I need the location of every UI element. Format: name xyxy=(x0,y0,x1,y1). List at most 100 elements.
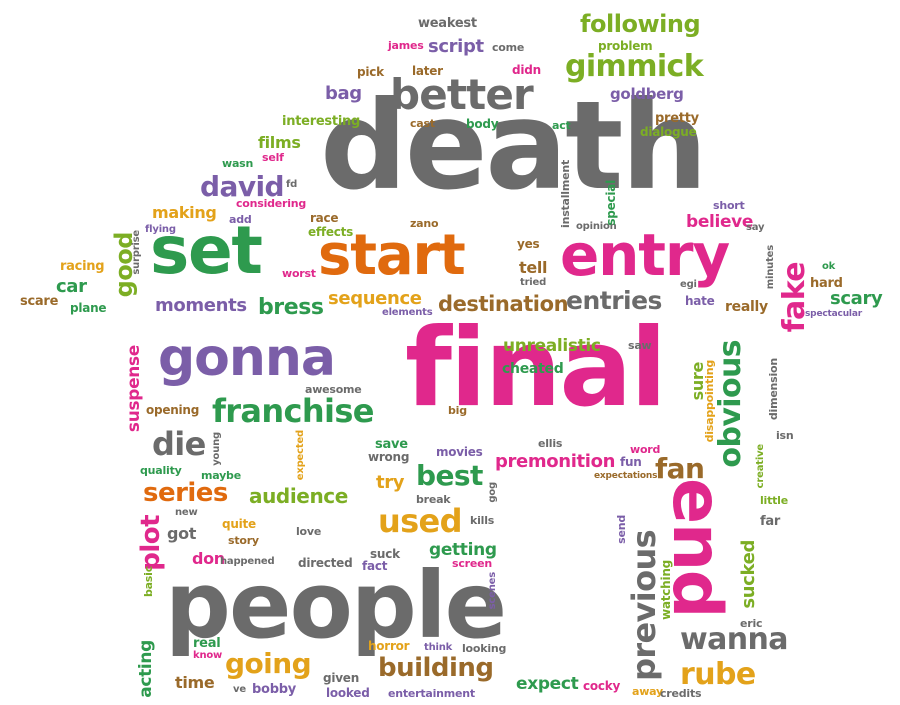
word-hard: hard xyxy=(810,276,843,291)
word-plane: plane xyxy=(70,301,107,315)
word-awesome: awesome xyxy=(305,383,362,396)
word-come: come xyxy=(492,41,525,54)
word-zano: zano xyxy=(410,217,439,230)
word-end: end xyxy=(657,478,736,618)
word-scary: scary xyxy=(830,288,883,309)
word-cast: cast xyxy=(410,117,435,130)
word-think: think xyxy=(424,642,453,653)
word-word: word xyxy=(630,443,661,456)
word-suck: suck xyxy=(370,547,400,561)
word-building: building xyxy=(378,653,494,683)
word-goldberg: goldberg xyxy=(610,85,684,103)
word-installment: installment xyxy=(559,160,572,228)
word-acting: acting xyxy=(136,640,156,698)
word-opening: opening xyxy=(146,403,200,417)
word-try: try xyxy=(376,472,405,493)
word-story: story xyxy=(228,534,259,547)
word-sequence: sequence xyxy=(328,288,422,309)
word-elements: elements xyxy=(382,307,433,318)
word-tell: tell xyxy=(519,258,548,277)
word-act: act xyxy=(552,119,571,132)
word-racing: racing xyxy=(60,259,105,274)
word-obvious: obvious xyxy=(713,340,748,468)
word-hate: hate xyxy=(685,294,715,308)
word-saw: saw xyxy=(628,339,652,352)
word-quality: quality xyxy=(140,464,182,477)
word-time: time xyxy=(175,673,215,692)
word-die: die xyxy=(152,425,206,463)
word-yes: yes xyxy=(517,237,540,251)
word-believe: believe xyxy=(686,212,754,232)
word-audience: audience xyxy=(249,484,348,508)
word-sucked: sucked xyxy=(738,540,759,609)
word-gimmick: gimmick xyxy=(565,49,704,84)
word-final: final xyxy=(405,306,667,431)
word-scare: scare xyxy=(20,294,59,309)
word-directed: directed xyxy=(298,556,353,570)
word-quite: quite xyxy=(222,517,256,531)
word-self: self xyxy=(262,151,284,164)
word-better: better xyxy=(390,70,534,119)
word-isn: isn xyxy=(776,429,794,442)
word-suspense: suspense xyxy=(124,345,144,433)
word-going: going xyxy=(225,647,312,680)
word-real: real xyxy=(193,636,221,651)
word-far: far xyxy=(760,514,781,529)
word-fact: fact xyxy=(362,559,388,573)
word-know: know xyxy=(193,650,223,661)
word-big: big xyxy=(448,404,467,417)
word-death: death xyxy=(320,75,708,217)
word-bress: bress xyxy=(258,295,324,320)
word-surprise: surprise xyxy=(131,230,142,275)
word-getting: getting xyxy=(429,540,497,560)
word-fun: fun xyxy=(620,455,642,469)
word-series: series xyxy=(143,478,228,508)
word-break: break xyxy=(416,493,451,506)
word-new: new xyxy=(175,507,198,518)
word-maybe: maybe xyxy=(201,469,241,482)
word-gog: gog xyxy=(487,482,498,503)
word-problem: problem xyxy=(598,39,653,53)
word-cheated: cheated xyxy=(502,361,564,377)
word-effects: effects xyxy=(308,225,354,239)
word-little: little xyxy=(760,494,788,507)
word-best: best xyxy=(416,459,483,492)
word-bag: bag xyxy=(325,83,362,104)
word-entry: entry xyxy=(560,221,730,289)
word-destination: destination xyxy=(438,292,569,316)
word-don: don xyxy=(192,549,225,568)
word-people: people xyxy=(165,552,507,659)
word-james: james xyxy=(388,39,424,52)
word-horror: horror xyxy=(368,639,410,653)
word-kills: kills xyxy=(470,514,495,527)
word-away: away xyxy=(632,685,663,698)
word-special: special xyxy=(604,180,618,226)
word-body: body xyxy=(466,117,499,131)
word-basic: basic xyxy=(142,566,155,598)
word-save: save xyxy=(375,437,408,452)
word-pick: pick xyxy=(357,65,384,79)
word-say: say xyxy=(746,222,765,233)
word-screen: screen xyxy=(452,557,492,570)
word-wrong: wrong xyxy=(368,450,410,464)
word-films: films xyxy=(258,133,301,152)
word-moments: moments xyxy=(155,295,247,316)
word-previous: previous xyxy=(625,530,663,681)
word-given: given xyxy=(323,671,360,685)
word-bobby: bobby xyxy=(252,682,297,697)
word-expected: expected xyxy=(295,430,306,481)
word-watching: watching xyxy=(659,560,673,620)
word-creative: creative xyxy=(755,444,766,489)
word-looked: looked xyxy=(326,686,370,700)
word-ellis: ellis xyxy=(538,437,563,450)
word-unrealistic: unrealistic xyxy=(503,336,601,356)
word-dialogue: dialogue xyxy=(640,125,697,139)
word-egi: egi xyxy=(680,279,697,290)
word-interesting: interesting xyxy=(282,114,361,129)
word-car: car xyxy=(56,276,87,297)
word-start: start xyxy=(318,223,466,288)
word-premonition: premonition xyxy=(495,451,616,472)
word-love: love xyxy=(296,525,322,538)
word-happened: happened xyxy=(220,556,275,567)
